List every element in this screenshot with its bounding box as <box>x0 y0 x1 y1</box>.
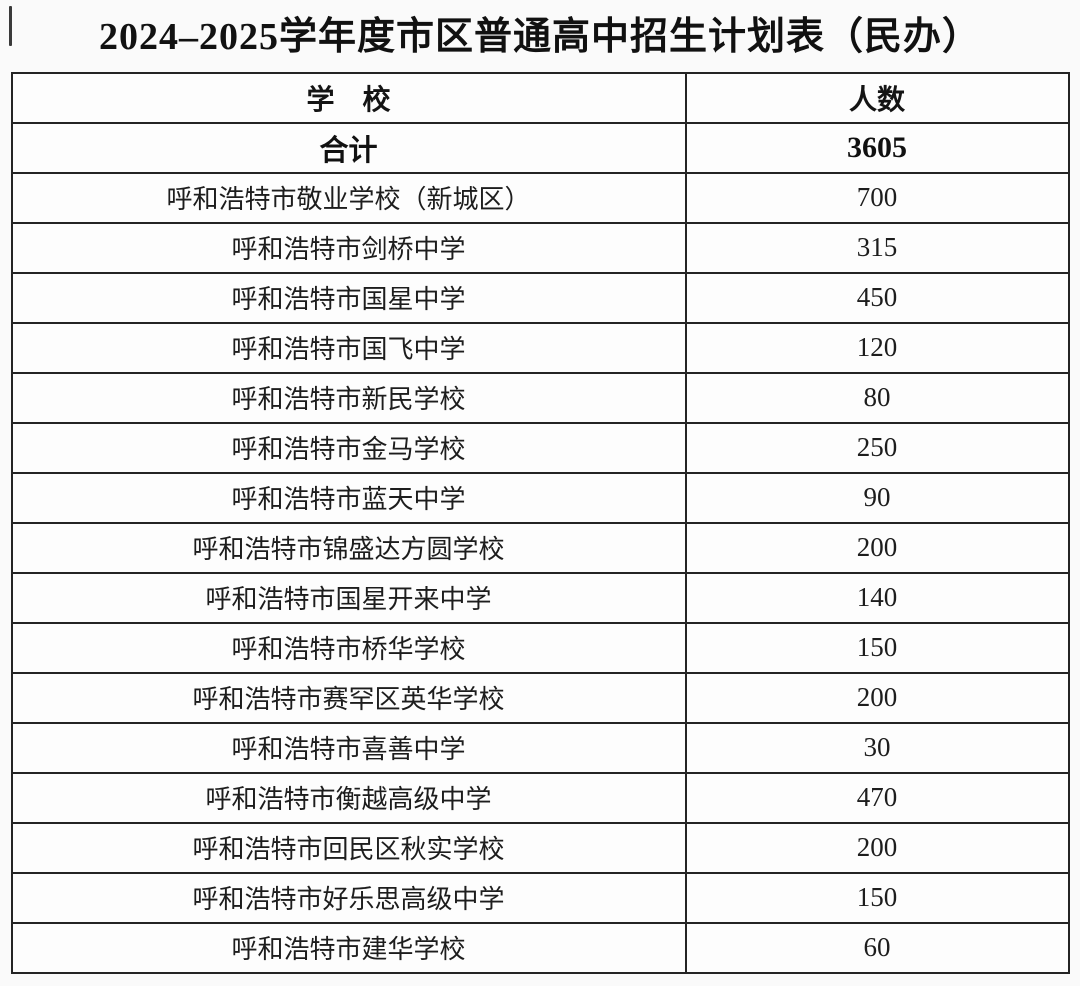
table-body: 合计 3605 呼和浩特市敬业学校（新城区） 700 呼和浩特市剑桥中学 315 呼和浩… <box>10 121 1070 974</box>
count-cell: 80 <box>684 371 1070 424</box>
total-row: 合计 3605 <box>10 121 1070 174</box>
school-cell: 呼和浩特市金马学校 <box>10 421 687 474</box>
table-row: 呼和浩特市蓝天中学 90 <box>10 471 1070 524</box>
school-cell: 呼和浩特市喜善中学 <box>10 721 687 774</box>
count-cell: 315 <box>684 221 1070 274</box>
school-cell: 呼和浩特市赛罕区英华学校 <box>10 671 687 724</box>
school-cell: 呼和浩特市敬业学校（新城区） <box>10 171 687 224</box>
table-row: 呼和浩特市赛罕区英华学校 200 <box>10 671 1070 724</box>
table-row: 呼和浩特市金马学校 250 <box>10 421 1070 474</box>
school-cell: 呼和浩特市国飞中学 <box>10 321 687 374</box>
table-row: 呼和浩特市锦盛达方圆学校 200 <box>10 521 1070 574</box>
table-row: 呼和浩特市好乐思高级中学 150 <box>10 871 1070 924</box>
table-row: 呼和浩特市国飞中学 120 <box>10 321 1070 374</box>
table-row: 呼和浩特市建华学校 60 <box>10 921 1070 974</box>
count-cell: 200 <box>684 821 1070 874</box>
school-cell: 呼和浩特市好乐思高级中学 <box>10 871 687 924</box>
count-cell: 120 <box>684 321 1070 374</box>
table-row: 呼和浩特市国星中学 450 <box>10 271 1070 324</box>
count-cell: 150 <box>684 871 1070 924</box>
table-row: 呼和浩特市国星开来中学 140 <box>10 571 1070 624</box>
table-row: 呼和浩特市喜善中学 30 <box>10 721 1070 774</box>
table-row: 呼和浩特市衡越高级中学 470 <box>10 771 1070 824</box>
count-column-header: 人数 <box>684 71 1070 124</box>
school-cell: 呼和浩特市蓝天中学 <box>10 471 687 524</box>
count-cell: 450 <box>684 271 1070 324</box>
total-count-cell: 3605 <box>684 121 1070 174</box>
enrollment-plan-table: 学 校 人数 合计 3605 呼和浩特市敬业学校（新城区） 700 呼和浩特市剑桥中… <box>10 71 1070 974</box>
table-row: 呼和浩特市回民区秋实学校 200 <box>10 821 1070 874</box>
school-cell: 呼和浩特市新民学校 <box>10 371 687 424</box>
scan-artifact-line <box>9 6 12 46</box>
school-cell: 呼和浩特市剑桥中学 <box>10 221 687 274</box>
school-cell: 呼和浩特市锦盛达方圆学校 <box>10 521 687 574</box>
school-column-header: 学 校 <box>10 71 687 124</box>
school-cell: 呼和浩特市国星中学 <box>10 271 687 324</box>
school-cell: 呼和浩特市衡越高级中学 <box>10 771 687 824</box>
school-cell: 呼和浩特市桥华学校 <box>10 621 687 674</box>
count-cell: 200 <box>684 671 1070 724</box>
table-row: 呼和浩特市新民学校 80 <box>10 371 1070 424</box>
count-cell: 470 <box>684 771 1070 824</box>
count-cell: 90 <box>684 471 1070 524</box>
count-cell: 140 <box>684 571 1070 624</box>
count-cell: 700 <box>684 171 1070 224</box>
count-cell: 60 <box>684 921 1070 974</box>
page-title: 2024–2025学年度市区普通高中招生计划表（民办） <box>98 16 981 58</box>
school-cell: 呼和浩特市建华学校 <box>10 921 687 974</box>
table-row: 呼和浩特市敬业学校（新城区） 700 <box>10 171 1070 224</box>
count-cell: 250 <box>684 421 1070 474</box>
total-label-cell: 合计 <box>10 121 687 174</box>
table-row: 呼和浩特市桥华学校 150 <box>10 621 1070 674</box>
school-cell: 呼和浩特市回民区秋实学校 <box>10 821 687 874</box>
school-cell: 呼和浩特市国星开来中学 <box>10 571 687 624</box>
table-row: 呼和浩特市剑桥中学 315 <box>10 221 1070 274</box>
count-cell: 200 <box>684 521 1070 574</box>
count-cell: 150 <box>684 621 1070 674</box>
count-cell: 30 <box>684 721 1070 774</box>
table-header-row: 学 校 人数 <box>10 71 1070 124</box>
